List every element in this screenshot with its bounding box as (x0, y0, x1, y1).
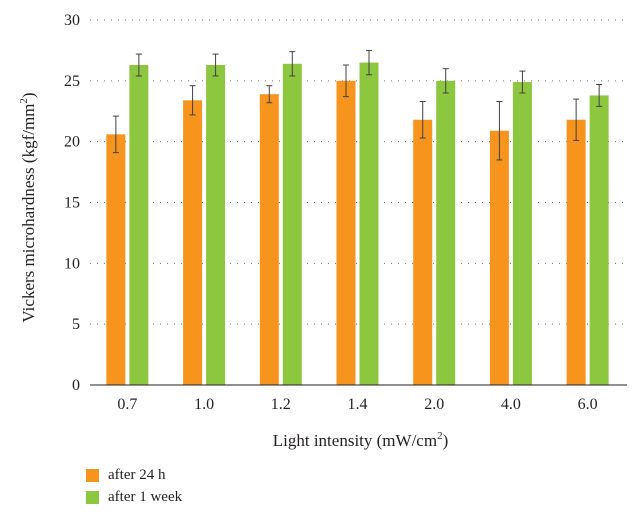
error-bar (343, 64, 349, 98)
legend-swatch-green (86, 490, 99, 504)
y-tick-label: 15 (64, 195, 80, 212)
error-bar (596, 83, 603, 107)
y-tick-label: 5 (72, 316, 80, 333)
x-tick-label: 4.0 (501, 396, 521, 413)
error-bar (519, 70, 526, 94)
y-axis-title: Vickers microhardness (kgf/mm2) (18, 92, 38, 322)
bar-after-1-week (436, 80, 456, 385)
x-axis-ticks: 0.7 1.0 1.2 1.4 2.0 4.0 6.0 (117, 396, 597, 413)
x-tick-label: 1.2 (271, 396, 291, 413)
bar-after-24h (413, 119, 433, 386)
bar-after-1-week (206, 65, 226, 386)
error-bar (442, 68, 449, 94)
bar-after-24h (566, 119, 586, 386)
y-tick-label: 30 (64, 12, 80, 29)
legend-label: after 24 h (108, 466, 166, 483)
error-bar (496, 101, 503, 161)
error-bar (573, 98, 580, 141)
y-tick-label: 0 (72, 377, 80, 394)
error-bar (289, 51, 296, 77)
error-bar (212, 53, 219, 77)
legend-item-after-1-week: after 1 week (86, 486, 182, 508)
bar-after-1-week (589, 95, 609, 385)
error-bar (135, 53, 142, 77)
legend: after 24 h after 1 week (86, 464, 182, 508)
x-tick-label: 0.7 (117, 396, 137, 413)
bar-after-24h (183, 100, 203, 386)
y-tick-label: 20 (64, 134, 80, 151)
y-tick-label: 25 (64, 73, 80, 90)
bar-after-1-week (359, 62, 379, 385)
bar-after-24h (336, 80, 356, 385)
bar-after-1-week (282, 63, 302, 386)
bars (106, 49, 609, 386)
legend-item-after-24h: after 24 h (86, 464, 182, 486)
legend-swatch-orange (86, 468, 99, 482)
x-axis-title: Light intensity (mW/cm2) (273, 430, 448, 450)
bar-after-24h (259, 94, 279, 385)
y-tick-label: 10 (64, 255, 80, 272)
error-bar (112, 115, 119, 154)
error-bar (266, 85, 273, 104)
y-axis-ticks: 0 5 10 15 20 25 30 (64, 12, 80, 394)
legend-label: after 1 week (108, 488, 183, 505)
x-tick-label: 1.0 (194, 396, 214, 413)
x-tick-label: 2.0 (424, 396, 444, 413)
error-bar (419, 101, 426, 139)
error-bar (366, 49, 372, 76)
x-tick-label: 6.0 (578, 396, 598, 413)
error-bar (189, 85, 196, 116)
bar-after-1-week (129, 65, 149, 386)
bar-after-24h (489, 130, 509, 385)
bar-after-1-week (512, 82, 532, 386)
bar-after-24h (106, 134, 126, 385)
grid-lines (90, 19, 627, 325)
x-tick-label: 1.4 (348, 396, 368, 413)
